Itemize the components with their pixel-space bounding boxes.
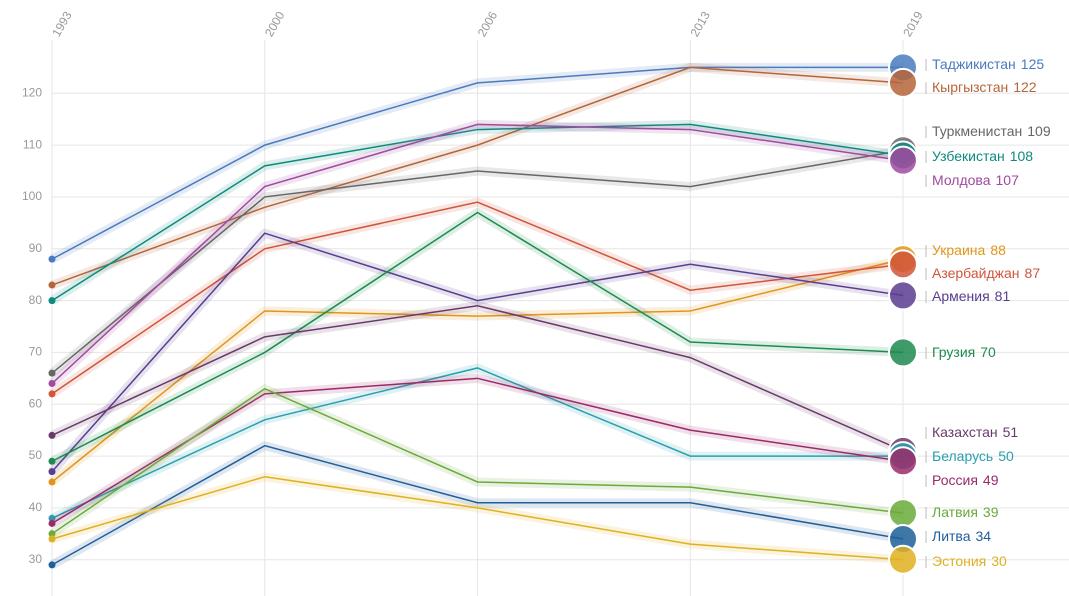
series-value: 125 bbox=[1021, 56, 1045, 72]
y-tick-label: 110 bbox=[23, 137, 42, 151]
line bbox=[51, 232, 904, 473]
start-dot bbox=[48, 390, 56, 398]
start-dot bbox=[48, 255, 56, 263]
series-name: Армения bbox=[932, 288, 990, 304]
x-tick-label: 1993 bbox=[49, 9, 75, 39]
series-label: Эстония 30 bbox=[932, 553, 1007, 569]
series-label: Латвия 39 bbox=[932, 504, 999, 520]
series-name: Беларусь bbox=[932, 448, 993, 464]
y-tick-label: 120 bbox=[22, 85, 42, 99]
series-name: Грузия bbox=[932, 344, 975, 360]
start-dot bbox=[48, 561, 56, 569]
line bbox=[51, 444, 904, 566]
series-value: 81 bbox=[995, 288, 1011, 304]
series-label: Таджикистан 125 bbox=[932, 56, 1044, 72]
line bbox=[51, 123, 904, 302]
series-name: Туркменистан bbox=[932, 123, 1022, 139]
start-dot bbox=[48, 297, 56, 305]
x-tick-label: 2000 bbox=[262, 9, 288, 39]
series-value: 51 bbox=[1003, 424, 1019, 440]
series-label: Азербайджан 87 bbox=[932, 265, 1040, 281]
series-value: 88 bbox=[990, 242, 1006, 258]
series-value: 49 bbox=[983, 472, 999, 488]
start-dot bbox=[48, 478, 56, 486]
y-tick-label: 70 bbox=[29, 345, 43, 359]
line bbox=[51, 211, 904, 462]
series-label: Литва 34 bbox=[932, 528, 991, 544]
series-value: 122 bbox=[1013, 79, 1037, 95]
flag-icon bbox=[888, 446, 918, 477]
series-label: Туркменистан 109 bbox=[932, 123, 1051, 139]
series-name: Казахстан bbox=[932, 424, 998, 440]
start-dot bbox=[48, 281, 56, 289]
y-tick-label: 80 bbox=[29, 293, 43, 307]
flag-icon bbox=[888, 249, 918, 280]
flag-icon bbox=[888, 280, 918, 311]
series-label: Молдова 107 bbox=[932, 172, 1019, 188]
y-tick-label: 30 bbox=[29, 552, 43, 566]
start-dot bbox=[48, 380, 56, 388]
series-value: 107 bbox=[996, 172, 1020, 188]
series-name: Кыргызстан bbox=[932, 79, 1008, 95]
line bbox=[51, 66, 904, 286]
x-tick-label: 2019 bbox=[900, 9, 926, 39]
line bbox=[51, 476, 904, 561]
line bbox=[51, 258, 904, 483]
series-label: Армения 81 bbox=[932, 288, 1010, 304]
series-name: Украина bbox=[932, 242, 986, 258]
start-dot bbox=[48, 530, 56, 538]
start-dot bbox=[48, 535, 56, 543]
series-label: Украина 88 bbox=[932, 242, 1006, 258]
series-value: 70 bbox=[980, 344, 996, 360]
series-name: Узбекистан bbox=[932, 148, 1005, 164]
start-dot bbox=[48, 431, 56, 439]
series-label: Кыргызстан 122 bbox=[932, 79, 1037, 95]
series-value: 109 bbox=[1027, 123, 1051, 139]
series-name: Таджикистан bbox=[932, 56, 1016, 72]
series-value: 108 bbox=[1010, 148, 1034, 164]
flag-icon bbox=[888, 145, 918, 176]
y-tick-label: 40 bbox=[29, 500, 43, 514]
series-value: 34 bbox=[976, 528, 992, 544]
series-label: Казахстан 51 bbox=[932, 424, 1018, 440]
series-label: Беларусь 50 bbox=[932, 448, 1014, 464]
line bbox=[51, 149, 904, 374]
series-label: Россия 49 bbox=[932, 472, 999, 488]
series-label: Узбекистан 108 bbox=[932, 148, 1033, 164]
x-tick-label: 2013 bbox=[687, 9, 713, 39]
line bbox=[51, 66, 903, 260]
series-name: Молдова bbox=[932, 172, 991, 188]
series-name: Азербайджан bbox=[932, 265, 1020, 281]
start-dot bbox=[48, 514, 56, 522]
line bbox=[51, 123, 904, 385]
series-label: Грузия 70 bbox=[932, 344, 996, 360]
start-dot bbox=[48, 457, 56, 465]
line bbox=[51, 305, 904, 452]
y-tick-label: 90 bbox=[29, 241, 43, 255]
series-value: 30 bbox=[991, 553, 1007, 569]
series-value: 50 bbox=[998, 448, 1014, 464]
series-name: Россия bbox=[932, 472, 978, 488]
series-name: Латвия bbox=[932, 504, 978, 520]
line bbox=[51, 367, 903, 519]
line bbox=[51, 387, 904, 535]
series-name: Эстония bbox=[932, 553, 986, 569]
series-value: 87 bbox=[1025, 265, 1041, 281]
y-tick-label: 60 bbox=[29, 396, 43, 410]
series-value: 39 bbox=[983, 504, 999, 520]
start-dot bbox=[48, 468, 56, 476]
x-tick-label: 2006 bbox=[475, 9, 501, 39]
flag-icon bbox=[888, 337, 918, 368]
line bbox=[51, 201, 904, 395]
y-tick-label: 50 bbox=[29, 448, 43, 462]
start-dot bbox=[48, 519, 56, 527]
start-dot bbox=[48, 369, 56, 377]
flag-icon bbox=[888, 498, 918, 529]
y-tick-label: 100 bbox=[22, 189, 42, 203]
flag-icon bbox=[888, 544, 918, 575]
series-name: Литва bbox=[932, 528, 971, 544]
flag-icon bbox=[888, 67, 918, 98]
